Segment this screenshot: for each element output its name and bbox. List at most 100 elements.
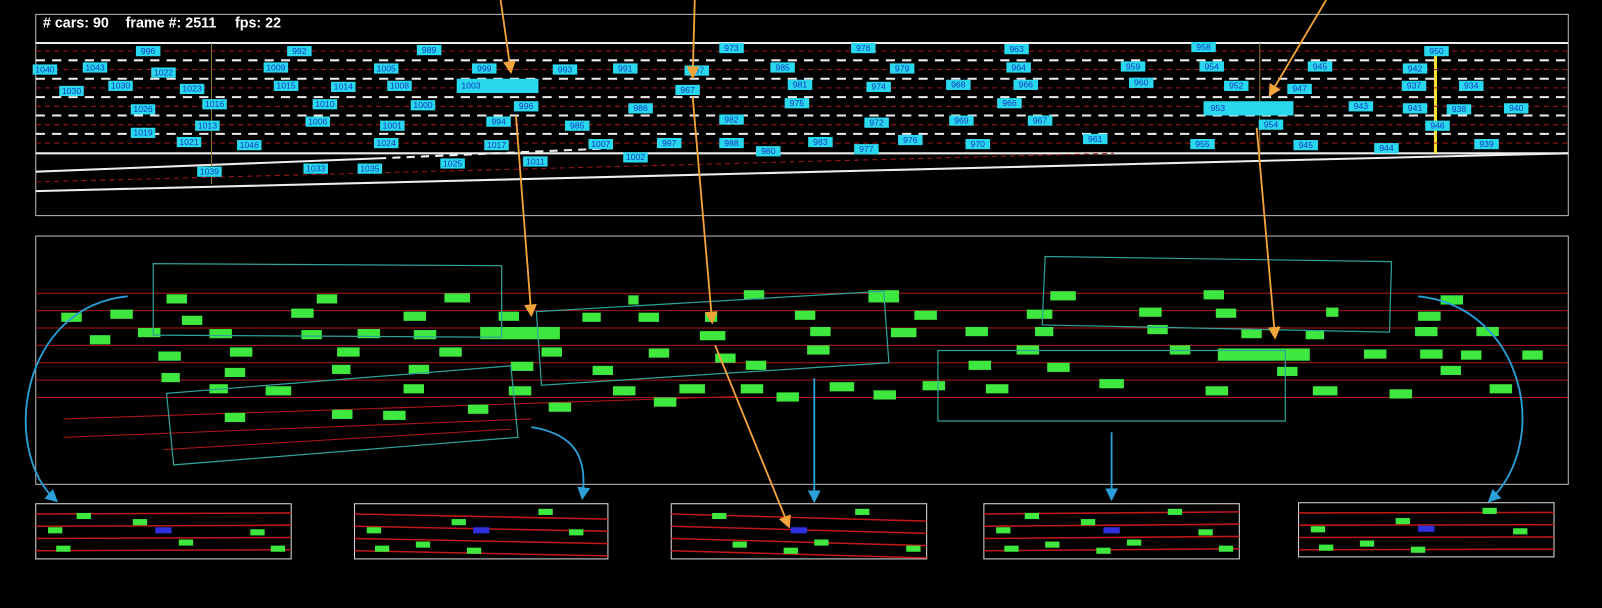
car [1205, 386, 1229, 396]
car [1203, 290, 1224, 300]
car-id: 945 [1298, 140, 1313, 150]
lane-line [63, 418, 532, 438]
car-id: 974 [871, 82, 886, 92]
car [161, 372, 180, 383]
insets [35, 502, 1555, 560]
car-box [357, 163, 383, 174]
car-id: 1030 [62, 86, 81, 96]
car-id: 1021 [179, 137, 198, 147]
car-id: 953 [1211, 103, 1226, 113]
car-box [1004, 43, 1029, 55]
car-labels: 996 992 989 973 976 963 958 950 1040 1043 1022 1009… [32, 42, 1529, 177]
car-id: 1016 [205, 99, 224, 109]
car-box [949, 115, 974, 126]
car-box [1006, 62, 1031, 73]
car [1318, 544, 1334, 551]
car-id: 967 [1033, 115, 1048, 125]
car-id: 973 [724, 43, 739, 53]
car [366, 527, 382, 534]
car-id: 950 [1429, 46, 1444, 56]
car [374, 545, 390, 552]
car-box [946, 79, 971, 90]
arrow [1255, 127, 1281, 340]
car [467, 404, 489, 414]
car-id: 999 [477, 63, 492, 73]
car [1522, 350, 1543, 360]
car-box [588, 138, 614, 150]
car-box [623, 152, 648, 163]
car-id: 964 [1011, 62, 1026, 72]
car [132, 519, 148, 526]
car-box [176, 136, 202, 148]
car [699, 331, 726, 341]
lane-line [163, 428, 511, 451]
car-box [312, 99, 338, 110]
car-id: 989 [422, 45, 437, 55]
car [451, 519, 466, 526]
car-id: 942 [1408, 63, 1423, 73]
ego-car [1103, 527, 1120, 534]
car-id: 1046 [240, 140, 259, 150]
arrows [24, 0, 1524, 529]
car [1440, 365, 1462, 376]
arrow [686, 0, 700, 80]
car-id: 959 [1126, 61, 1141, 71]
car-id: 1008 [390, 81, 409, 91]
car [56, 545, 71, 552]
car-id: 997 [662, 138, 677, 148]
car-id: 1025 [443, 158, 462, 168]
car [740, 384, 764, 394]
car [1167, 508, 1183, 515]
car-id: 963 [1009, 44, 1024, 54]
arrow [691, 97, 718, 325]
car [1080, 519, 1096, 526]
car [807, 345, 830, 355]
car-id: 1014 [334, 82, 353, 92]
car [914, 310, 937, 320]
car-box [1258, 119, 1284, 130]
selection-box [1041, 255, 1393, 333]
car-id: 1005 [377, 63, 396, 73]
car [1139, 307, 1162, 317]
car [715, 353, 736, 363]
lane-line [983, 547, 1240, 552]
car-box [456, 78, 539, 94]
car [1418, 311, 1441, 321]
car [480, 326, 560, 340]
lane-line [63, 395, 736, 420]
car-id: 1006 [308, 116, 327, 126]
arrow [499, 0, 516, 75]
car-id: 944 [1379, 143, 1394, 153]
car [1277, 366, 1298, 377]
car-box [1401, 80, 1427, 91]
car-box [303, 163, 328, 174]
car [466, 547, 482, 554]
car-id: 1000 [413, 100, 432, 110]
car-box [864, 117, 889, 128]
car-box [1425, 120, 1450, 131]
car-box [59, 85, 84, 97]
car [1034, 326, 1054, 337]
middle-panel [35, 235, 1569, 485]
car [1217, 348, 1310, 361]
car-id: 988 [724, 138, 739, 148]
car-box [523, 156, 548, 167]
car-id: 1019 [133, 128, 152, 138]
car-id: 966 [1002, 98, 1017, 108]
car-box [965, 138, 991, 150]
car [76, 512, 91, 520]
cars-count: # cars: 90 [43, 15, 109, 31]
car [1305, 330, 1325, 340]
car [110, 309, 133, 319]
car-box [1348, 101, 1374, 112]
car [783, 547, 798, 554]
arrow [1268, 0, 1327, 98]
car [166, 294, 187, 304]
car [776, 392, 799, 402]
car-box [387, 80, 412, 91]
car [743, 290, 765, 300]
car-box [1402, 63, 1428, 74]
car-id: 1009 [266, 62, 285, 72]
car [250, 529, 265, 536]
